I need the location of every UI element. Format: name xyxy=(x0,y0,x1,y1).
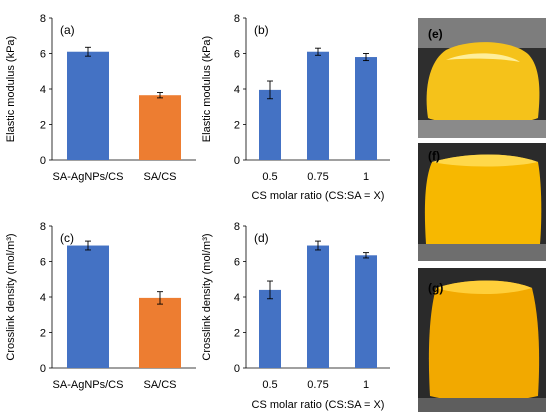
bar xyxy=(139,95,181,160)
y-axis-title: Elastic modulus (kPa) xyxy=(5,36,17,142)
photo-label-g: (g) xyxy=(428,281,443,295)
y-tick-label: 0 xyxy=(234,363,240,375)
y-tick-label: 8 xyxy=(234,13,240,25)
x-tick-label: 0.5 xyxy=(262,379,277,391)
photo-panel-g: (g) xyxy=(418,268,546,412)
y-tick-label: 4 xyxy=(234,84,240,96)
bar xyxy=(307,51,329,160)
panel-label: (b) xyxy=(254,23,269,37)
x-tick-label: SA-AgNPs/CS xyxy=(53,379,124,391)
y-tick-label: 8 xyxy=(40,221,46,233)
y-tick-label: 2 xyxy=(40,328,46,340)
x-tick-label: SA/CS xyxy=(143,379,176,391)
photo-g-base xyxy=(418,398,546,412)
photo-label-e: (e) xyxy=(428,27,443,41)
y-tick-label: 2 xyxy=(234,328,240,340)
y-tick-label: 4 xyxy=(234,292,240,304)
panel-label: (d) xyxy=(254,231,269,245)
y-tick-label: 6 xyxy=(234,257,240,269)
panel-label: (a) xyxy=(60,23,75,37)
bar xyxy=(355,57,377,160)
y-tick-label: 4 xyxy=(40,292,46,304)
photo-e-highlight xyxy=(446,53,520,62)
y-tick-label: 0 xyxy=(234,155,240,167)
y-tick-label: 8 xyxy=(234,221,240,233)
photo-f-base xyxy=(418,244,546,261)
x-tick-label: SA-AgNPs/CS xyxy=(53,171,124,183)
x-axis-title: CS molar ratio (CS:SA = X) xyxy=(252,399,385,411)
y-tick-label: 6 xyxy=(234,49,240,61)
x-tick-label: 1 xyxy=(363,171,369,183)
photo-g-hydrogel xyxy=(428,280,540,402)
y-tick-label: 2 xyxy=(234,120,240,132)
photo-panel-f: (f) xyxy=(418,143,546,261)
chart-panel-4: 0 2 4 6 8 0.5 0.75 1 Crosslink density (mol/m³) C… xyxy=(201,221,390,411)
charts-layer: 0 2 4 6 8 SA-AgNPs/CS SA/CS Elastic modulus (kP… xyxy=(5,13,390,411)
chart-panel-2: 0 2 4 6 8 0.5 0.75 1 Elastic modulus (kPa) CS mol… xyxy=(201,13,390,202)
chart-panel-3: 0 2 4 6 8 SA-AgNPs/CS SA/CS Crosslink density (… xyxy=(5,221,196,391)
photo-label-f: (f) xyxy=(428,149,440,163)
photo-f-hydrogel xyxy=(424,154,542,250)
photo-f-top-surface xyxy=(432,154,538,167)
panel-label: (c) xyxy=(60,231,74,245)
y-axis-title: Crosslink density (mol/m³) xyxy=(201,233,213,360)
bar xyxy=(67,51,109,160)
photo-e-hydrogel xyxy=(426,42,540,124)
bar xyxy=(259,289,281,368)
chart-panel-1: 0 2 4 6 8 SA-AgNPs/CS SA/CS Elastic modulus (kP… xyxy=(5,13,196,183)
bar xyxy=(307,245,329,368)
x-tick-label: 0.5 xyxy=(262,171,277,183)
y-axis-title: Crosslink density (mol/m³) xyxy=(5,233,17,360)
photo-e-base xyxy=(418,120,546,138)
x-axis-title: CS molar ratio (CS:SA = X) xyxy=(252,190,385,202)
y-axis-title: Elastic modulus (kPa) xyxy=(201,36,213,142)
y-tick-label: 0 xyxy=(40,155,46,167)
x-tick-label: 1 xyxy=(363,379,369,391)
x-tick-label: 0.75 xyxy=(307,171,328,183)
bar xyxy=(67,245,109,368)
x-tick-label: SA/CS xyxy=(143,171,176,183)
y-tick-label: 6 xyxy=(40,49,46,61)
y-tick-label: 4 xyxy=(40,84,46,96)
bar xyxy=(259,89,281,160)
bar xyxy=(355,255,377,368)
bar xyxy=(139,297,181,368)
photo-g-top-surface xyxy=(436,280,532,294)
y-tick-label: 2 xyxy=(40,120,46,132)
y-tick-label: 8 xyxy=(40,13,46,25)
y-tick-label: 0 xyxy=(40,363,46,375)
x-tick-label: 0.75 xyxy=(307,379,328,391)
y-tick-label: 6 xyxy=(40,257,46,269)
photo-panel-e: (e) xyxy=(418,18,546,138)
